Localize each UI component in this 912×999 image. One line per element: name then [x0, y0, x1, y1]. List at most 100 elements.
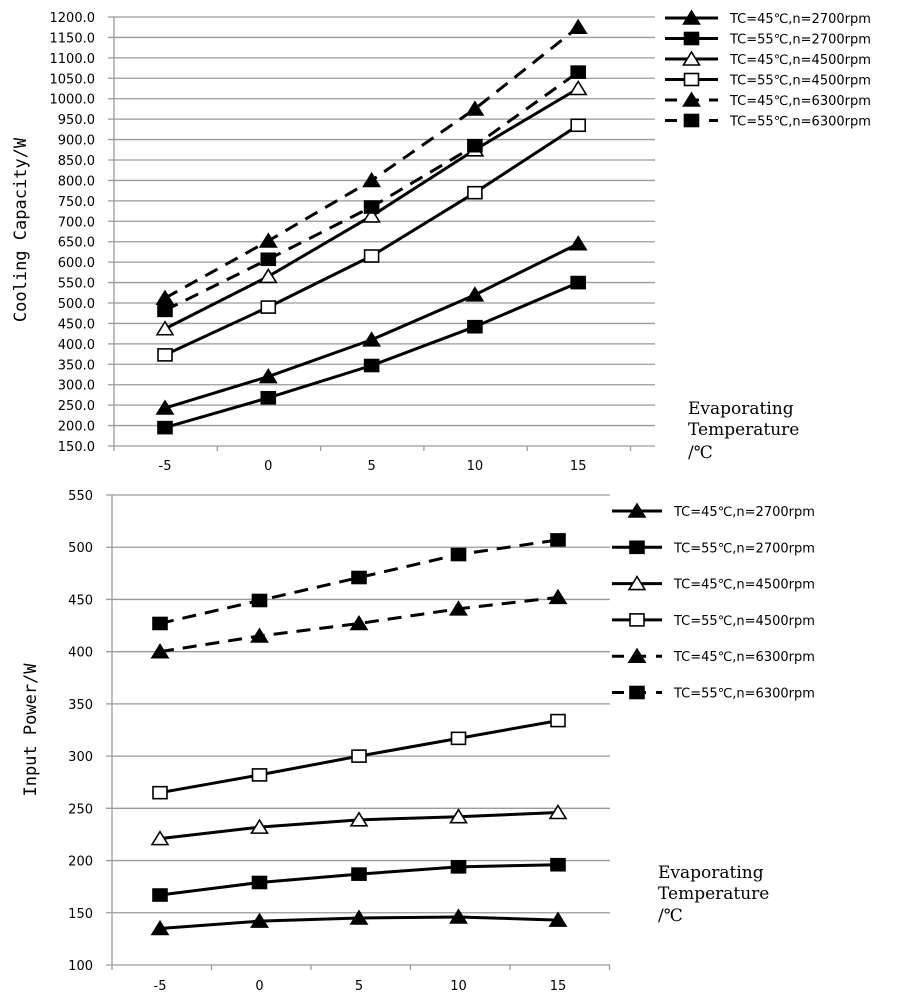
legend-label: TC=45℃,n=6300rpm — [673, 650, 815, 665]
legend-item: TC=55℃,n=6300rpm — [612, 685, 815, 702]
data-point — [550, 533, 566, 547]
series-2 — [150, 803, 568, 846]
x-tick-label: -5 — [159, 459, 172, 474]
data-point — [362, 331, 382, 347]
data-point — [260, 390, 277, 405]
x-tick-label: 5 — [355, 979, 363, 994]
data-point — [363, 358, 380, 373]
series-5 — [157, 65, 587, 318]
y-tick-label: 250.0 — [58, 399, 95, 414]
y-tick-label: 350 — [68, 698, 93, 713]
x-tick-label: 0 — [255, 979, 263, 994]
data-point — [258, 232, 278, 248]
y-tick-label: 550 — [68, 489, 93, 504]
data-point — [157, 420, 173, 435]
y-tick-label: 300.0 — [58, 379, 95, 394]
legend-label: TC=55℃,n=6300rpm — [729, 115, 871, 130]
y-tick-label: 450 — [68, 593, 93, 608]
data-point — [155, 320, 175, 336]
data-point — [150, 919, 170, 936]
legend-item: TC=45℃,n=6300rpm — [665, 91, 871, 109]
legend-label: TC=55℃,n=2700rpm — [729, 33, 871, 48]
legend-item: TC=45℃,n=2700rpm — [665, 9, 871, 27]
data-point — [157, 348, 173, 362]
data-point — [152, 785, 168, 800]
data-point — [251, 593, 268, 608]
y-axis-label: Input Power/W — [21, 663, 41, 797]
series-3 — [157, 118, 587, 362]
legend-marker-icon — [683, 113, 700, 128]
data-point — [362, 207, 382, 223]
y-tick-label: 950.0 — [58, 113, 95, 128]
series-1 — [152, 857, 566, 902]
series-4 — [150, 588, 568, 659]
data-point — [260, 252, 277, 267]
data-point — [548, 588, 568, 605]
series-4 — [155, 18, 588, 305]
y-tick-label: 300 — [68, 750, 93, 765]
data-point — [568, 235, 588, 251]
x-tick-label: 5 — [367, 459, 375, 474]
legend-item: TC=55℃,n=4500rpm — [612, 613, 815, 629]
legend-label: TC=55℃,n=4500rpm — [673, 614, 815, 629]
legend-label: TC=45℃,n=2700rpm — [729, 12, 871, 27]
legend-marker-icon — [683, 31, 700, 46]
data-point — [450, 731, 467, 746]
data-point — [467, 319, 483, 334]
y-tick-label: 650.0 — [58, 236, 95, 251]
y-tick-label: 700.0 — [58, 215, 95, 230]
legend-label: TC=45℃,n=4500rpm — [729, 53, 871, 68]
data-point — [251, 875, 268, 890]
data-point — [568, 79, 588, 96]
series-3 — [152, 713, 566, 800]
data-point — [467, 185, 483, 200]
data-point — [548, 803, 568, 820]
series-line — [164, 281, 579, 430]
y-tick-label: 250 — [68, 802, 93, 817]
x-axis-label: /℃ — [688, 443, 713, 463]
y-tick-label: 600.0 — [58, 256, 95, 271]
input-power-chart: 100 150 200 250 300 350 400 450 500 550 -5 0 5 10 15 In… — [21, 489, 815, 994]
data-point — [152, 888, 168, 902]
data-point — [450, 860, 467, 874]
data-point — [349, 811, 369, 827]
series-5 — [152, 533, 566, 631]
legend-label: TC=45℃,n=4500rpm — [673, 578, 815, 593]
data-point — [465, 100, 485, 116]
data-point — [363, 249, 380, 263]
data-point — [550, 857, 566, 872]
cooling-capacity-chart: 150.0 200.0 250.0 300.0 350.0 400.0 450.0 500.0… — [11, 9, 871, 474]
data-point — [351, 867, 367, 881]
data-point — [467, 138, 483, 153]
data-point — [351, 749, 367, 763]
data-point — [250, 627, 269, 643]
legend-item: TC=45℃,n=4500rpm — [612, 575, 815, 593]
data-point — [449, 808, 468, 824]
x-tick-label: 15 — [570, 459, 587, 474]
legend-label: TC=55℃,n=6300rpm — [673, 687, 815, 702]
y-tick-label: 800.0 — [58, 174, 95, 189]
y-tick-label: 150 — [68, 907, 93, 922]
x-tick-label: 0 — [264, 459, 272, 474]
data-point — [155, 289, 175, 305]
legend-marker-icon — [627, 647, 647, 664]
legend-label: TC=45℃,n=6300rpm — [729, 94, 871, 109]
x-axis-label: /℃ — [658, 906, 683, 926]
legend-marker-icon — [683, 72, 700, 87]
series-line — [159, 595, 559, 654]
legend-marker-icon — [682, 50, 701, 66]
y-tick-label: 350.0 — [58, 358, 95, 373]
legend-item: TC=55℃,n=6300rpm — [665, 113, 871, 130]
x-axis-label: Evaporating — [658, 863, 764, 883]
data-point — [351, 570, 367, 585]
y-tick-label: 400 — [68, 646, 93, 661]
legend-marker-icon — [629, 540, 645, 555]
data-point — [155, 399, 175, 415]
legend-item: TC=55℃,n=4500rpm — [665, 72, 871, 89]
data-point — [570, 65, 587, 79]
legend-item: TC=45℃,n=2700rpm — [612, 502, 815, 520]
series-0 — [150, 908, 568, 936]
legend-label: TC=55℃,n=2700rpm — [673, 541, 815, 556]
y-tick-label: 400.0 — [58, 338, 95, 353]
